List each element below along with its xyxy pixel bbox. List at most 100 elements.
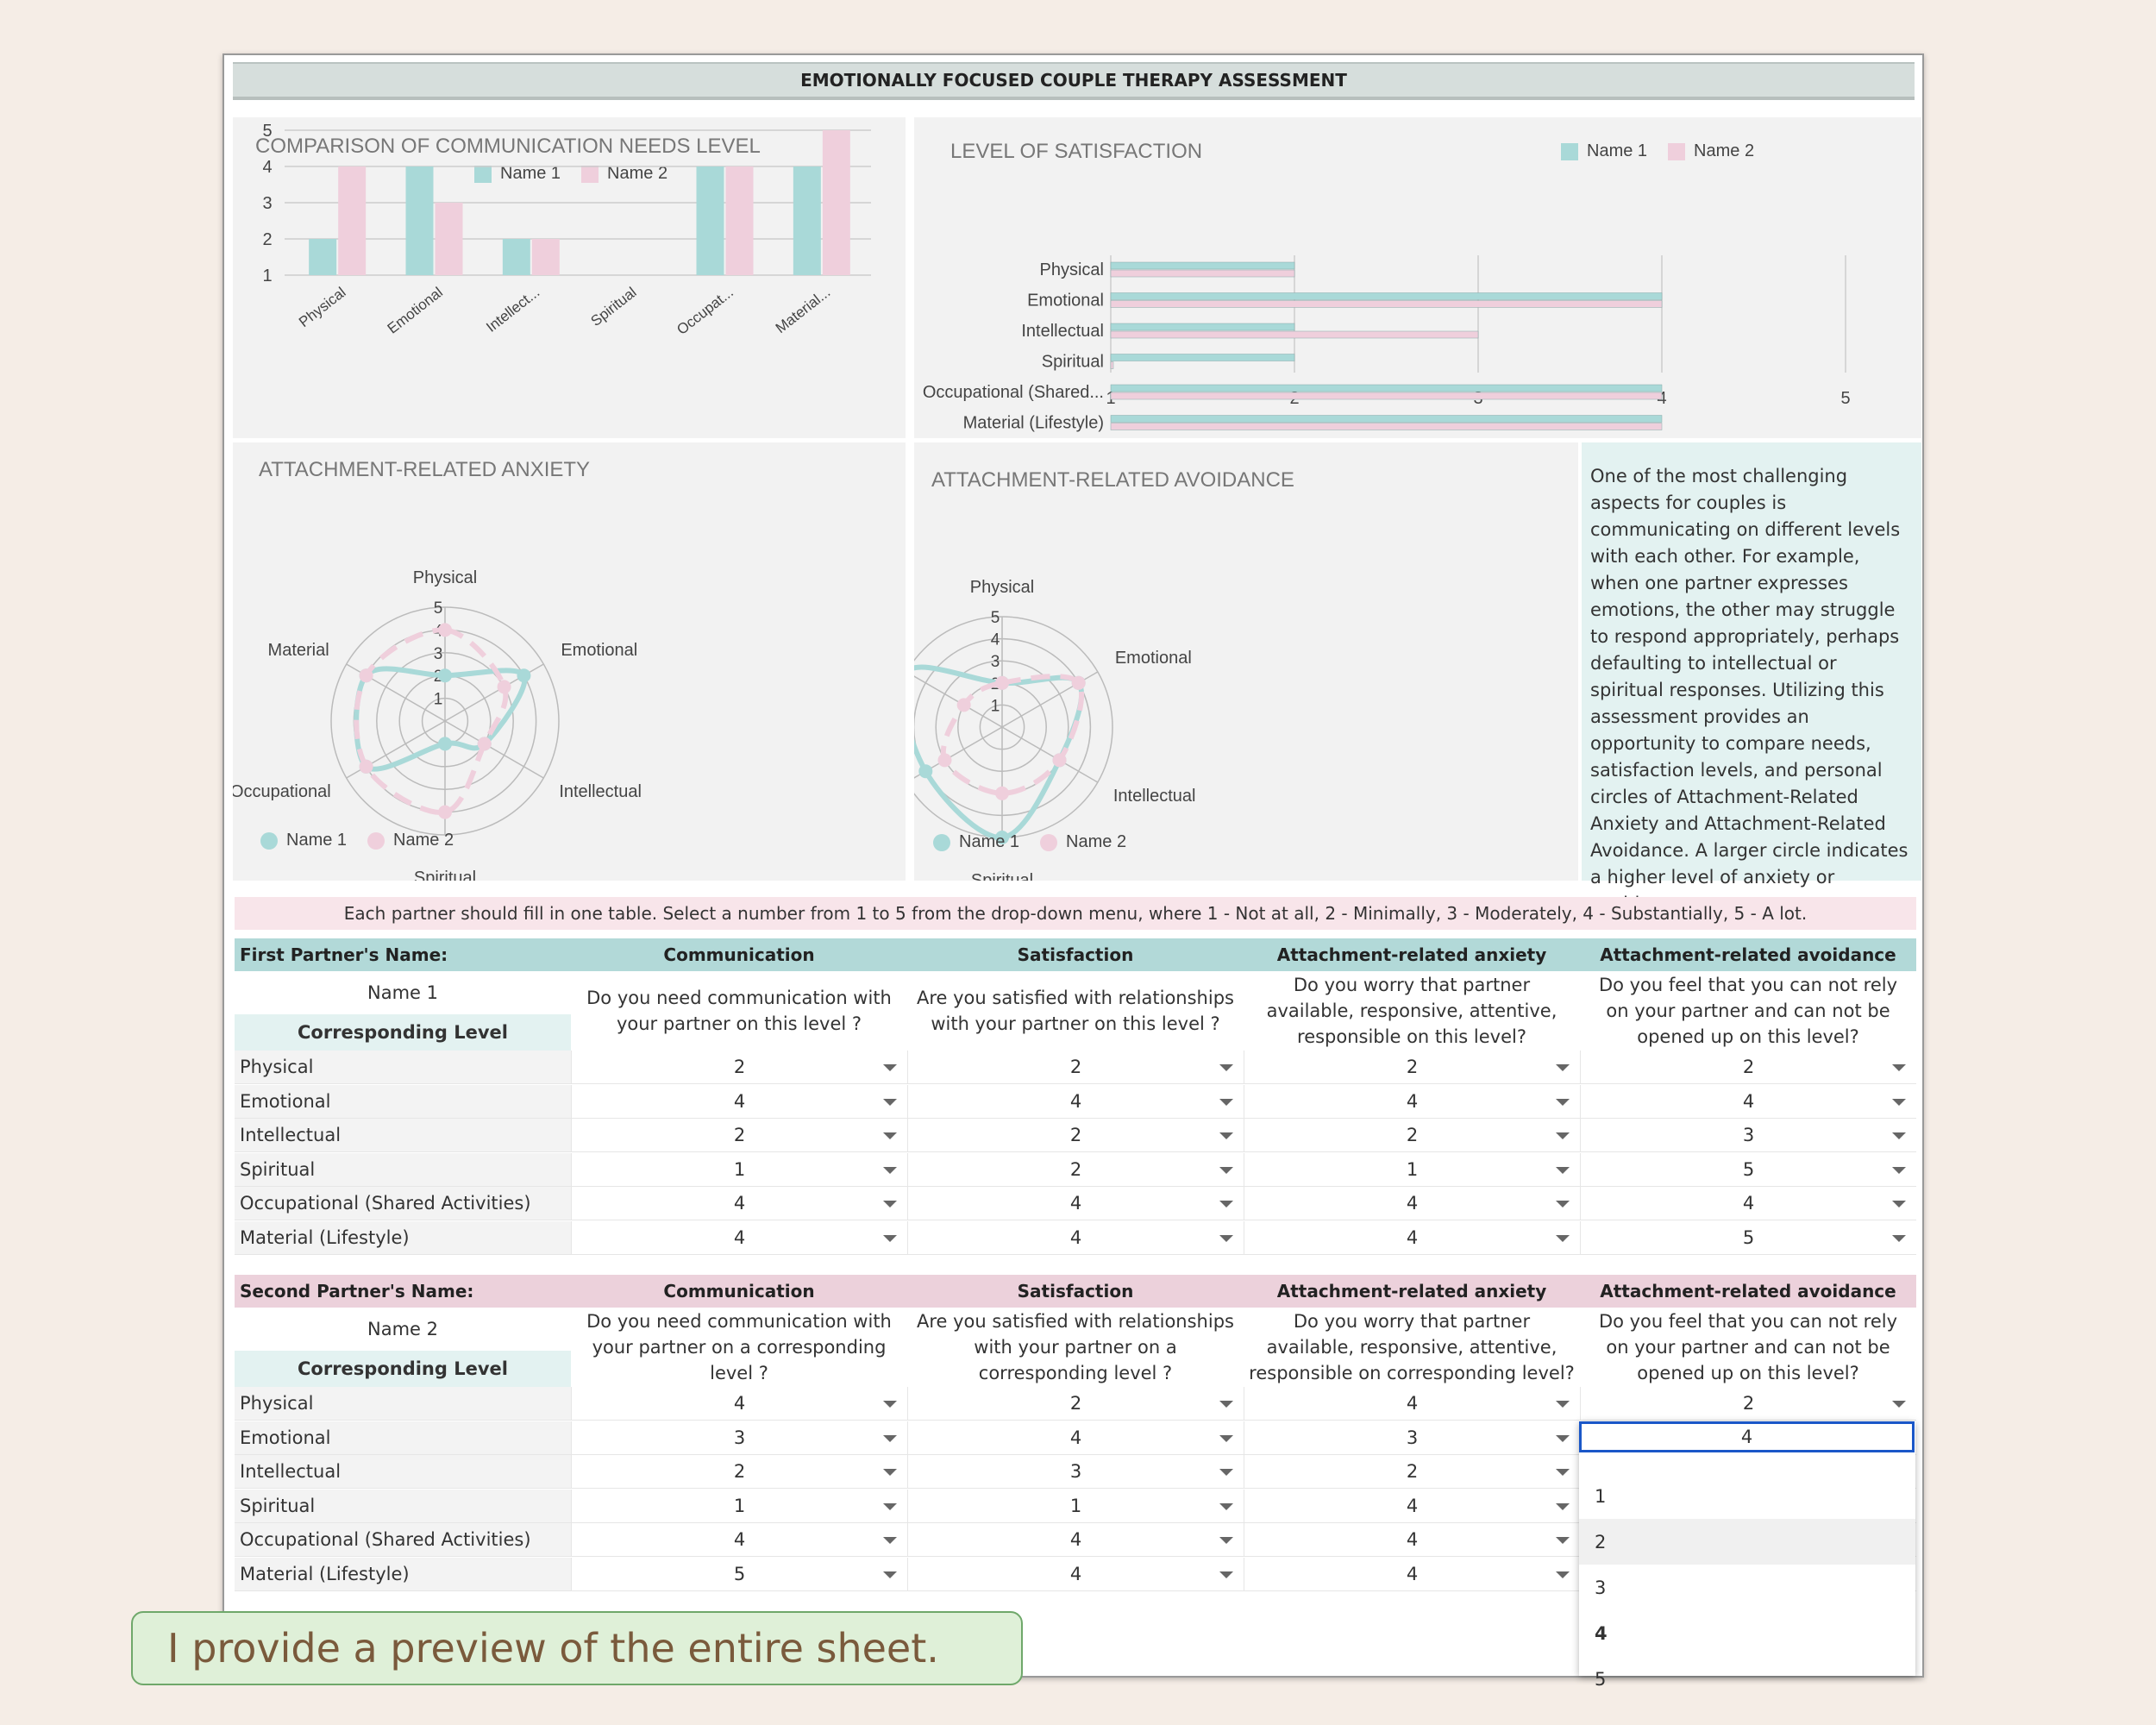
rating-dropdown-cell[interactable]: 4 [571,1523,907,1556]
dropdown-option[interactable]: 3 [1595,1577,1607,1598]
rating-dropdown-cell[interactable]: 2 [1244,1455,1580,1488]
rating-dropdown-cell[interactable]: 4 [1580,1187,1916,1220]
dropdown-arrow-icon[interactable] [883,1401,897,1408]
rating-dropdown-cell[interactable]: 4 [1244,1387,1580,1420]
dropdown-arrow-icon[interactable] [883,1132,897,1139]
partner-name-input[interactable]: Name 1 [235,971,571,1014]
rating-dropdown-cell[interactable]: 2 [571,1455,907,1488]
level-label: Emotional [235,1421,571,1454]
dropdown-arrow-icon[interactable] [1556,1098,1570,1106]
dropdown-arrow-icon[interactable] [1219,1098,1233,1106]
dropdown-arrow-icon[interactable] [1556,1201,1570,1208]
rating-dropdown-cell[interactable]: 4 [907,1421,1244,1454]
rating-dropdown-cell[interactable]: 4 [571,1084,907,1118]
rating-dropdown-cell[interactable]: 2 [907,1051,1244,1083]
dropdown-arrow-icon[interactable] [1219,1201,1233,1208]
legend-label: Name 1 [500,164,561,183]
dropdown-arrow-icon[interactable] [1219,1469,1233,1476]
dropdown-arrow-icon[interactable] [1556,1434,1570,1442]
dropdown-arrow-icon[interactable] [1219,1502,1233,1510]
dropdown-arrow-icon[interactable] [883,1502,897,1510]
dropdown-arrow-icon[interactable] [1556,1537,1570,1544]
dropdown-arrow-icon[interactable] [883,1469,897,1476]
rating-dropdown-cell[interactable]: 4 [1244,1220,1580,1254]
dropdown-arrow-icon[interactable] [1892,1166,1906,1174]
rating-dropdown-cell[interactable]: 1 [571,1489,907,1522]
rating-dropdown-cell[interactable]: 4 [571,1187,907,1220]
dropdown-arrow-icon[interactable] [883,1537,897,1544]
rating-dropdown-cell[interactable]: 4 [1244,1523,1580,1556]
dropdown-option[interactable]: 4 [1595,1622,1608,1644]
dropdown-option[interactable]: 1 [1595,1485,1607,1507]
rating-dropdown-cell[interactable]: 3 [571,1421,907,1454]
rating-dropdown-cell[interactable]: 4 [1580,1084,1916,1118]
dropdown-arrow-icon[interactable] [1219,1166,1233,1174]
dropdown-arrow-icon[interactable] [1556,1469,1570,1476]
rating-dropdown-cell[interactable]: 3 [1580,1119,1916,1151]
rating-dropdown-cell[interactable]: 1 [1244,1152,1580,1186]
rating-dropdown-cell[interactable]: 4 [907,1187,1244,1220]
dropdown-arrow-icon[interactable] [883,1434,897,1442]
dropdown-arrow-icon[interactable] [883,1571,897,1578]
rating-dropdown-cell[interactable]: 2 [1580,1051,1916,1083]
dropdown-arrow-icon[interactable] [1556,1132,1570,1139]
rating-dropdown-cell[interactable]: 5 [1580,1152,1916,1186]
rating-dropdown-cell[interactable]: 2 [1244,1051,1580,1083]
rating-dropdown-cell[interactable]: 4 [571,1387,907,1420]
dropdown-arrow-icon[interactable] [1219,1132,1233,1139]
rating-dropdown-cell[interactable]: 5 [571,1557,907,1590]
partner-name-input[interactable]: Name 2 [235,1308,571,1351]
dropdown-arrow-icon[interactable] [1892,1401,1906,1408]
dropdown-arrow-icon[interactable] [883,1201,897,1208]
dropdown-arrow-icon[interactable] [1892,1132,1906,1139]
dropdown-arrow-icon[interactable] [1219,1571,1233,1578]
rating-dropdown-cell[interactable]: 1 [907,1489,1244,1522]
dropdown-arrow-icon[interactable] [1892,1201,1906,1208]
rating-dropdown-cell[interactable]: 1 [571,1152,907,1186]
dropdown-arrow-icon[interactable] [1892,1234,1906,1242]
dropdown-arrow-icon[interactable] [883,1234,897,1242]
dropdown-option[interactable]: 5 [1595,1668,1607,1690]
rating-value: 3 [1742,1125,1755,1145]
rating-dropdown-cell[interactable]: 4 [1244,1489,1580,1522]
rating-dropdown-cell[interactable]: 2 [907,1387,1244,1420]
rating-dropdown-cell[interactable]: 4 [907,1220,1244,1254]
rating-dropdown-cell[interactable]: 4 [1244,1084,1580,1118]
rating-dropdown-cell[interactable]: 4 [1244,1187,1580,1220]
rating-dropdown-cell[interactable]: 2 [1580,1387,1916,1420]
rating-dropdown-cell[interactable]: 2 [571,1051,907,1083]
dropdown-arrow-icon[interactable] [1892,1098,1906,1106]
dropdown-arrow-icon[interactable] [1556,1502,1570,1510]
dropdown-arrow-icon[interactable] [1556,1064,1570,1071]
dropdown-option[interactable]: 2 [1579,1519,1915,1565]
rating-dropdown-cell[interactable]: 2 [907,1119,1244,1151]
rating-dropdown-cell[interactable]: 4 [907,1557,1244,1590]
dropdown-arrow-icon[interactable] [883,1166,897,1174]
rating-dropdown-cell[interactable]: 5 [1580,1220,1916,1254]
legend-swatch-name1 [474,165,492,183]
dropdown-arrow-icon[interactable] [1892,1064,1906,1071]
dropdown-arrow-icon[interactable] [1556,1401,1570,1408]
rating-dropdown-cell[interactable]: 4 [907,1523,1244,1556]
dropdown-arrow-icon[interactable] [1556,1166,1570,1174]
rating-dropdown-cell[interactable]: 4 [907,1084,1244,1118]
rating-dropdown-cell[interactable]: 3 [1244,1421,1580,1454]
dropdown-arrow-icon[interactable] [1556,1571,1570,1578]
dropdown-arrow-icon[interactable] [1219,1234,1233,1242]
dropdown-arrow-icon[interactable] [1219,1064,1233,1071]
dropdown-arrow-icon[interactable] [1556,1234,1570,1242]
rating-value: 4 [733,1393,746,1414]
dropdown-arrow-icon[interactable] [1219,1537,1233,1544]
dropdown-arrow-icon[interactable] [883,1064,897,1071]
dropdown-arrow-icon[interactable] [1219,1401,1233,1408]
dropdown-arrow-icon[interactable] [883,1098,897,1106]
rating-dropdown-cell[interactable]: 2 [571,1119,907,1151]
bar [1110,261,1295,270]
dropdown-arrow-icon[interactable] [1219,1434,1233,1442]
rating-dropdown-cell[interactable]: 2 [1244,1119,1580,1151]
selected-cell-input[interactable]: 4 [1579,1421,1915,1452]
rating-dropdown-cell[interactable]: 4 [1244,1557,1580,1590]
rating-dropdown-cell[interactable]: 3 [907,1455,1244,1488]
rating-dropdown-cell[interactable]: 2 [907,1152,1244,1186]
rating-dropdown-cell[interactable]: 4 [571,1220,907,1254]
